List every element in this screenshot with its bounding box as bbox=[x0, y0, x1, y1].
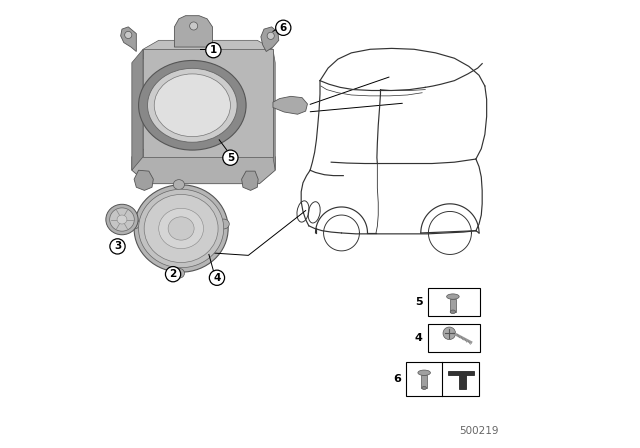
Ellipse shape bbox=[422, 386, 426, 390]
Ellipse shape bbox=[173, 268, 184, 278]
Ellipse shape bbox=[147, 69, 237, 142]
Ellipse shape bbox=[117, 215, 127, 224]
Text: 6: 6 bbox=[280, 23, 287, 33]
Polygon shape bbox=[132, 49, 143, 170]
Text: 6: 6 bbox=[393, 374, 401, 384]
Ellipse shape bbox=[218, 219, 229, 229]
Ellipse shape bbox=[106, 204, 138, 235]
Polygon shape bbox=[121, 27, 136, 52]
Polygon shape bbox=[448, 371, 474, 389]
Polygon shape bbox=[132, 147, 275, 184]
Circle shape bbox=[125, 31, 132, 39]
Ellipse shape bbox=[154, 74, 230, 137]
Text: 4: 4 bbox=[213, 273, 221, 283]
Text: 4: 4 bbox=[415, 333, 422, 343]
Ellipse shape bbox=[129, 219, 140, 229]
Ellipse shape bbox=[418, 370, 431, 375]
Text: 1: 1 bbox=[210, 45, 217, 55]
Text: 2: 2 bbox=[170, 269, 177, 279]
Text: 3: 3 bbox=[114, 241, 121, 251]
Ellipse shape bbox=[139, 190, 224, 268]
Ellipse shape bbox=[450, 310, 456, 314]
Bar bbox=[406, 362, 479, 396]
Polygon shape bbox=[242, 171, 258, 190]
Circle shape bbox=[189, 22, 198, 30]
Text: 500219: 500219 bbox=[460, 426, 499, 436]
Circle shape bbox=[206, 43, 221, 58]
Ellipse shape bbox=[159, 208, 204, 249]
Ellipse shape bbox=[139, 60, 246, 150]
Ellipse shape bbox=[447, 294, 459, 299]
Polygon shape bbox=[134, 170, 154, 190]
Circle shape bbox=[223, 150, 238, 165]
Polygon shape bbox=[143, 40, 273, 72]
Bar bbox=[422, 375, 427, 388]
Bar bbox=[428, 324, 481, 352]
Circle shape bbox=[276, 20, 291, 35]
Polygon shape bbox=[143, 49, 273, 157]
Ellipse shape bbox=[173, 180, 184, 190]
Polygon shape bbox=[273, 49, 275, 170]
Circle shape bbox=[443, 327, 456, 340]
Circle shape bbox=[165, 267, 180, 282]
Polygon shape bbox=[261, 27, 279, 52]
Circle shape bbox=[267, 32, 275, 39]
Bar bbox=[428, 288, 481, 316]
Circle shape bbox=[209, 270, 225, 285]
Ellipse shape bbox=[168, 217, 194, 240]
Polygon shape bbox=[273, 96, 307, 114]
Ellipse shape bbox=[134, 185, 228, 272]
Circle shape bbox=[110, 239, 125, 254]
Bar bbox=[450, 299, 456, 312]
Ellipse shape bbox=[144, 194, 218, 263]
Polygon shape bbox=[174, 16, 212, 47]
Text: 5: 5 bbox=[415, 297, 422, 307]
Ellipse shape bbox=[109, 208, 134, 231]
Text: 5: 5 bbox=[227, 153, 234, 163]
